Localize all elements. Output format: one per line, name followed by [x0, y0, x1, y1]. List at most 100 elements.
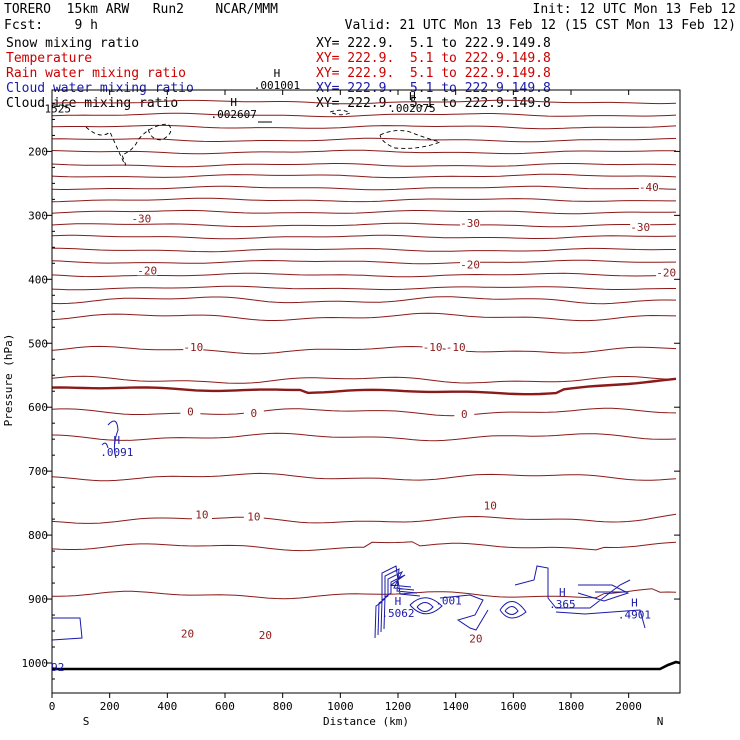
maximum-value: .365	[549, 598, 576, 611]
maximum-value: 92	[51, 661, 64, 674]
maximum-value: .002075	[389, 102, 435, 115]
isotherm-label: -10	[446, 341, 466, 354]
isotherm-line	[51, 407, 677, 417]
isotherm-line	[51, 375, 677, 384]
isotherm-line	[51, 112, 677, 118]
x-tick-label: 1800	[558, 700, 585, 713]
isotherm-label-bg	[243, 511, 264, 522]
isotherm-label: 10	[247, 511, 260, 524]
maximum-marker: H	[409, 90, 416, 103]
legend-label: Rain water mixing ratio	[6, 66, 187, 81]
isotherm-label: 0	[251, 407, 258, 420]
isotherm-line	[51, 513, 677, 524]
y-tick-label: 700	[28, 465, 48, 478]
isotherm-label: -30	[460, 217, 480, 230]
isotherm-label: -10	[183, 341, 203, 354]
isotherm-label-bg	[422, 342, 443, 353]
y-tick-label: 900	[28, 593, 48, 606]
isotherm-line	[51, 259, 676, 265]
y-tick-label: 300	[28, 209, 48, 222]
maximum-value: .001001	[254, 79, 300, 92]
cloud-water-contour	[374, 565, 646, 639]
isotherm-label: -30	[630, 221, 650, 234]
isotherm-label-bg	[465, 633, 486, 644]
init-time: Init: 12 UTC Mon 13 Feb 12	[532, 2, 737, 17]
isotherm-line	[52, 588, 677, 600]
isotherm-line	[51, 234, 677, 240]
isotherm-line	[51, 137, 677, 143]
y-tick-label: 1000	[22, 657, 49, 670]
isotherm-label: -20	[656, 266, 676, 279]
x-tick-label: 1200	[385, 700, 412, 713]
isotherm-label-bg	[480, 500, 501, 511]
y-axis-title: Pressure (hPa)	[2, 334, 15, 427]
isotherm-line	[51, 472, 677, 482]
maximum-value: .002607	[210, 108, 256, 121]
isotherm-label-bg	[183, 342, 204, 353]
x-tick-label: 800	[273, 700, 293, 713]
legend-xy: XY= 222.9. 5.1 to 222.9.149.8	[316, 66, 551, 81]
isotherm-label-bg	[177, 628, 198, 639]
model-title: TORERO 15km ARW Run2 NCAR/MMM	[4, 2, 278, 17]
legend-xy: XY= 222.9. 5.1 to 222.9.149.8	[316, 36, 551, 51]
isotherm-label: 0	[187, 406, 194, 419]
y-tick-label: 600	[28, 401, 48, 414]
isotherm-line	[51, 99, 677, 105]
legend-xy: XY= 222.9. 5.1 to 222.9.149.8	[316, 96, 551, 111]
isotherm-line	[51, 247, 676, 253]
freezing-isotherm	[51, 377, 677, 396]
isotherm-label: 10	[195, 509, 208, 522]
isotherm-label: -10	[423, 341, 443, 354]
isotherm-line	[51, 222, 677, 228]
isotherm-label: 20	[259, 629, 272, 642]
isotherm-line	[51, 432, 677, 442]
valid-time: Valid: 21 UTC Mon 13 Feb 12 (15 CST Mon …	[344, 18, 736, 33]
legend-xy: XY= 222.9. 5.1 to 222.9.149.8	[316, 51, 551, 66]
surface-line	[52, 660, 681, 671]
isotherm-line	[51, 272, 676, 278]
isotherm-label-bg	[180, 406, 201, 417]
isotherm-line	[51, 163, 677, 168]
isotherm-line	[51, 173, 677, 179]
isotherm-label-bg	[137, 265, 158, 276]
maximum-marker: H	[114, 434, 121, 447]
isotherm-line	[51, 124, 677, 130]
isotherm-label: 10	[484, 500, 497, 513]
isotherm-label: 20	[181, 628, 194, 641]
legend-label: Cloud water mixing ratio	[6, 81, 194, 96]
legend-label: Cloud ice mixing ratio	[6, 96, 179, 111]
snow-contour	[85, 109, 442, 166]
north-label: N	[657, 715, 664, 728]
isotherm-label-bg	[131, 213, 152, 224]
isotherm-label-bg	[191, 509, 212, 520]
isotherm-label: -20	[460, 259, 480, 272]
isotherm-label-bg	[656, 267, 677, 278]
x-tick-label: 2000	[615, 700, 642, 713]
legend-label: Temperature	[6, 51, 93, 66]
plot-frame	[51, 89, 681, 694]
isotherm-label: -40	[639, 181, 659, 194]
isotherm-label-bg	[255, 629, 276, 640]
x-tick-label: 1600	[500, 700, 527, 713]
isotherm-line	[51, 197, 676, 203]
x-tick-label: 400	[157, 700, 177, 713]
isotherm-line	[51, 185, 677, 191]
isotherm-label: 0	[461, 408, 468, 421]
isotherm-label: -30	[131, 213, 151, 226]
x-tick-label: 1000	[327, 700, 354, 713]
isotherm-label-bg	[454, 409, 475, 420]
isotherm-label-bg	[445, 342, 466, 353]
maximum-value: .5062	[381, 607, 414, 620]
cloud-water-contour	[51, 617, 83, 641]
cloud-water-contour	[101, 420, 119, 459]
isotherm-label-bg	[638, 182, 659, 193]
legend-xy: XY= 222.9. 5.1 to 222.9.149.8	[316, 81, 551, 96]
maximum-value: .4901	[618, 608, 651, 621]
y-tick-label: 200	[28, 145, 48, 158]
legend-label: Snow mixing ratio	[6, 36, 140, 51]
isotherm-label-bg	[243, 407, 264, 418]
isotherm-line	[51, 345, 677, 355]
x-axis-title: Distance (km)	[323, 715, 409, 728]
y-tick-label: 400	[28, 273, 48, 286]
